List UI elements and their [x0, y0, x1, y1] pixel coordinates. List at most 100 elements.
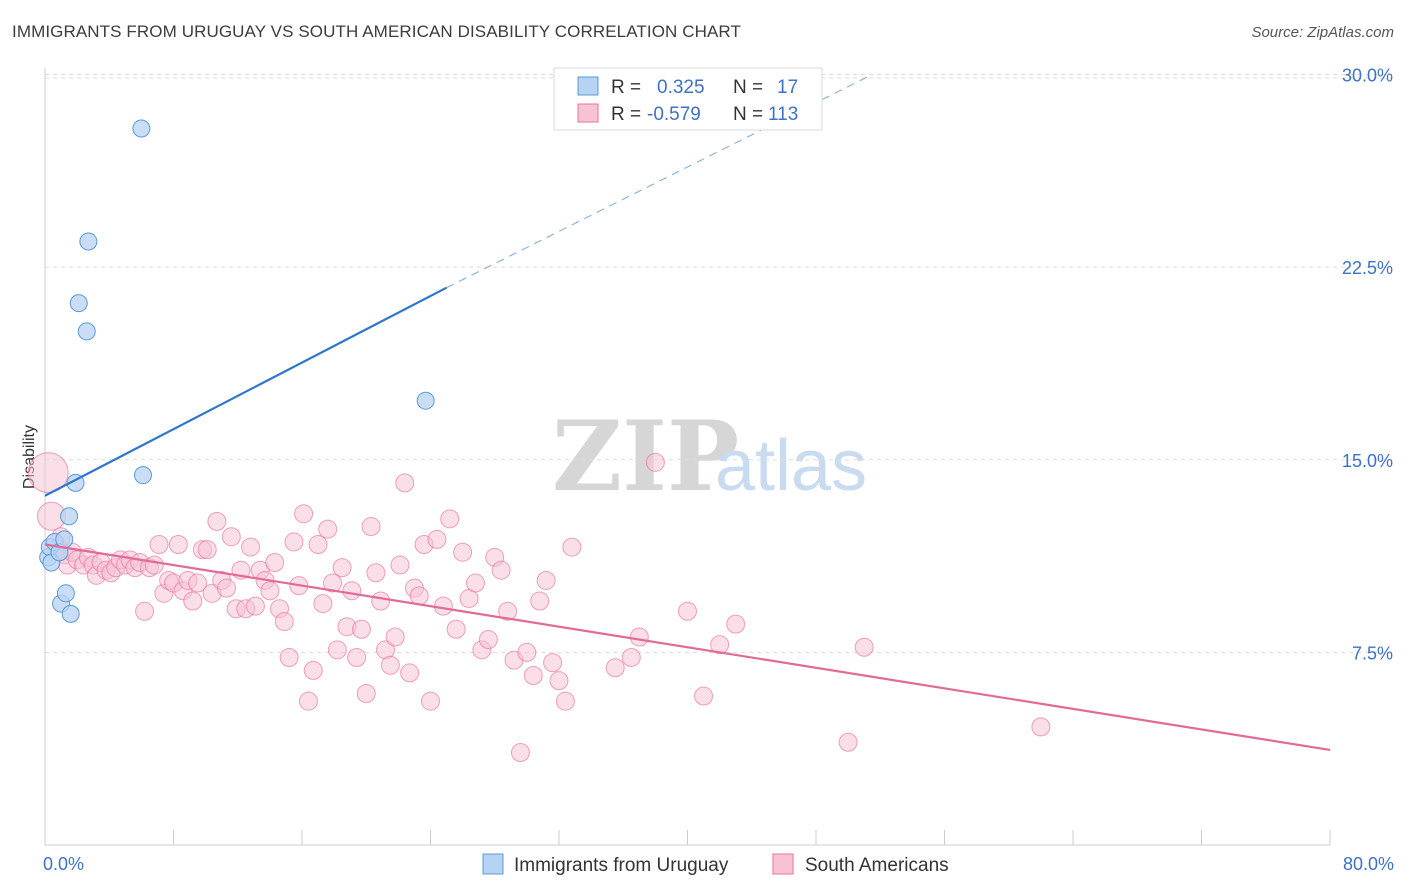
south-americans-point — [854, 637, 874, 657]
south-americans-point — [332, 558, 352, 578]
uruguay-point — [133, 466, 152, 485]
south-americans-point — [465, 573, 485, 593]
x-tick-label-min: 0.0% — [43, 854, 84, 874]
south-americans-point — [366, 563, 386, 583]
chart-title: IMMIGRANTS FROM URUGUAY VS SOUTH AMERICA… — [12, 22, 741, 41]
south-americans-point — [135, 601, 155, 621]
south-americans-point — [245, 596, 265, 616]
legend-n-value-2: 113 — [768, 104, 798, 125]
bottom-legend-swatch-blue — [482, 853, 504, 875]
south-americans-trend-line — [44, 543, 1331, 752]
south-americans-point — [323, 573, 343, 593]
uruguay-point — [61, 604, 80, 623]
uruguay-trend-line — [44, 286, 448, 497]
south-americans-point — [555, 691, 575, 711]
south-americans-point — [726, 614, 746, 634]
south-americans-point — [241, 537, 261, 557]
south-americans-point — [188, 573, 208, 593]
south-americans-point — [371, 591, 391, 611]
south-americans-point — [536, 570, 556, 590]
south-americans-point — [421, 691, 440, 711]
legend-r-value-2: -0.579 — [647, 104, 701, 125]
south-americans-point — [498, 601, 518, 621]
south-americans-point — [149, 535, 169, 555]
south-americans-point — [1031, 717, 1051, 737]
south-americans-point — [390, 555, 410, 575]
y-tick-labels: 7.5% 15.0% 22.5% 30.0% — [1342, 66, 1393, 664]
watermark-atlas: atlas — [715, 426, 867, 506]
y-tick-label: 15.0% — [1342, 451, 1393, 471]
south-americans-point — [279, 648, 299, 668]
bottom-legend-label-uruguay: Immigrants from Uruguay — [514, 855, 729, 876]
south-americans-point — [710, 635, 730, 655]
watermark-zip: ZIP — [552, 400, 739, 513]
south-americans-point — [678, 601, 697, 621]
south-americans-point — [549, 671, 569, 691]
south-americans-point — [144, 555, 164, 575]
south-americans-point — [530, 591, 550, 611]
south-americans-point — [400, 663, 420, 683]
legend-r-value-1: 0.325 — [657, 77, 705, 98]
legend-n-label-2: N = — [733, 104, 763, 125]
bottom-legend-swatch-pink — [772, 853, 794, 875]
south-americans-point — [298, 691, 318, 711]
south-americans-point — [510, 743, 530, 763]
uruguay-points — [39, 119, 435, 623]
south-americans-point — [395, 473, 415, 493]
south-americans-point — [517, 642, 537, 662]
legend-swatch-pink — [577, 103, 599, 123]
y-tick-label: 7.5% — [1352, 643, 1393, 663]
south-americans-point — [409, 586, 429, 606]
south-americans-point — [342, 581, 362, 601]
south-americans-point — [491, 560, 511, 580]
south-americans-point — [284, 532, 304, 552]
x-tick-label-max: 80.0% — [1343, 854, 1394, 874]
south-americans-point — [303, 660, 323, 680]
legend-box — [553, 67, 823, 131]
south-americans-point — [380, 655, 400, 675]
south-americans-point — [221, 527, 241, 547]
south-americans-point — [308, 535, 328, 555]
uruguay-point — [416, 391, 435, 410]
south-americans-point — [694, 686, 714, 706]
south-americans-points — [27, 452, 1051, 763]
south-americans-point — [27, 452, 69, 494]
south-americans-point — [217, 578, 237, 598]
south-americans-point — [543, 653, 563, 673]
south-americans-point — [260, 581, 280, 601]
uruguay-point — [56, 584, 75, 603]
south-americans-point — [207, 511, 227, 531]
south-americans-point — [562, 537, 582, 557]
south-americans-point — [313, 594, 333, 614]
bottom-legend-label-south-americans: South Americans — [805, 855, 949, 876]
legend-n-value-1: 17 — [777, 77, 798, 98]
south-americans-point — [274, 612, 294, 632]
uruguay-point — [60, 507, 79, 526]
legend-r-label-2: R = — [611, 104, 641, 125]
south-americans-point — [168, 535, 188, 555]
legend-n-label-1: N = — [733, 77, 763, 98]
south-americans-point — [453, 542, 473, 562]
south-americans-point — [356, 683, 376, 703]
y-tick-label: 22.5% — [1342, 258, 1393, 278]
legend-r-label-1: R = — [611, 77, 641, 98]
south-americans-point — [427, 529, 447, 549]
uruguay-point — [132, 119, 151, 138]
south-americans-point — [265, 552, 285, 572]
south-americans-point — [294, 504, 314, 524]
south-americans-point — [478, 630, 498, 650]
source-label: Source: ZipAtlas.com — [1251, 24, 1394, 41]
south-americans-point — [183, 591, 203, 611]
south-americans-point — [523, 665, 543, 685]
south-americans-point — [385, 627, 405, 647]
south-americans-point — [440, 509, 460, 529]
south-americans-point — [197, 540, 217, 560]
correlation-legend: R = 0.325 N = 17 R = -0.579 N = 113 — [553, 67, 823, 131]
south-americans-point — [645, 452, 665, 472]
south-americans-point — [621, 648, 641, 668]
legend-swatch-blue — [577, 76, 599, 96]
uruguay-point — [69, 294, 88, 313]
south-americans-point — [605, 658, 625, 678]
uruguay-point — [79, 232, 98, 251]
